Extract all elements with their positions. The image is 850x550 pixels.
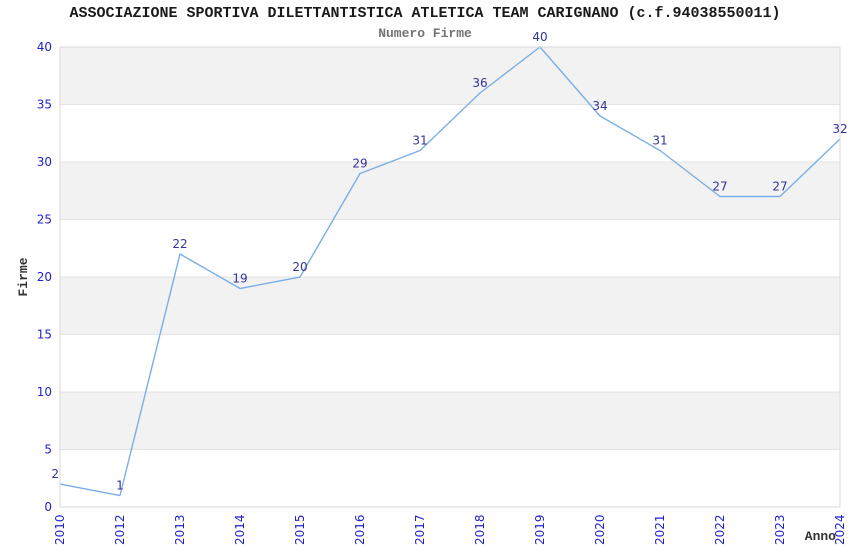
x-tick-label: 2012 — [113, 514, 127, 545]
y-tick-label: 0 — [44, 500, 52, 514]
x-tick-label: 2018 — [473, 514, 487, 545]
plot-band — [60, 219, 840, 277]
x-tick-label: 2023 — [773, 514, 787, 545]
x-tick-label: 2013 — [173, 514, 187, 545]
point-label: 31 — [412, 134, 427, 148]
plot-band — [60, 104, 840, 162]
plot-band — [60, 277, 840, 335]
line-series — [59, 46, 841, 497]
y-tick-label: 30 — [37, 155, 52, 169]
x-axis-label: Anno — [805, 529, 836, 544]
plot-band — [60, 162, 840, 220]
x-tick-label: 2021 — [653, 514, 667, 545]
y-tick-label: 40 — [37, 40, 52, 54]
chart-title: ASSOCIAZIONE SPORTIVA DILETTANTISTICA AT… — [69, 5, 781, 22]
point-label: 36 — [472, 76, 487, 90]
y-tick-label: 20 — [37, 270, 52, 284]
x-tick-label: 2017 — [413, 514, 427, 545]
y-tick-label: 5 — [44, 443, 52, 457]
y-axis-label: Firme — [16, 257, 31, 296]
plot-bands — [60, 47, 840, 507]
data-point-labels: 2 1 22 19 20 29 31 36 40 34 31 27 27 32 — [51, 30, 847, 493]
x-tick-label: 2024 — [833, 514, 847, 545]
point-label: 34 — [592, 99, 607, 113]
chart-subtitle: Numero Firme — [378, 26, 472, 41]
point-label: 40 — [532, 30, 547, 44]
x-tick-label: 2022 — [713, 514, 727, 545]
point-label: 27 — [712, 180, 727, 194]
y-tick-label: 15 — [37, 328, 52, 342]
point-label: 32 — [832, 122, 847, 136]
point-label: 22 — [172, 237, 187, 251]
x-tick-label: 2016 — [353, 514, 367, 545]
point-label: 29 — [352, 157, 367, 171]
point-label: 31 — [652, 134, 667, 148]
x-tick-label: 2020 — [593, 514, 607, 545]
gridlines — [60, 104, 840, 450]
point-label: 27 — [772, 180, 787, 194]
plot-band — [60, 392, 840, 450]
point-label: 1 — [116, 479, 124, 493]
x-tick-label: 2019 — [533, 514, 547, 545]
plot-band — [60, 47, 840, 105]
point-label: 20 — [292, 260, 307, 274]
plot-border — [59, 46, 841, 508]
plot-band — [60, 334, 840, 392]
x-tick-label: 2015 — [293, 514, 307, 545]
point-label: 2 — [51, 467, 59, 481]
y-tick-label: 35 — [37, 98, 52, 112]
plot-border-rect — [59, 46, 841, 508]
y-tick-label: 25 — [37, 213, 52, 227]
y-tick-label: 10 — [37, 385, 52, 399]
x-tick-label: 2014 — [233, 514, 247, 545]
plot-band — [60, 449, 840, 507]
signatures-line — [59, 46, 841, 497]
point-label: 19 — [232, 272, 247, 286]
x-tick-label: 2010 — [53, 514, 67, 545]
